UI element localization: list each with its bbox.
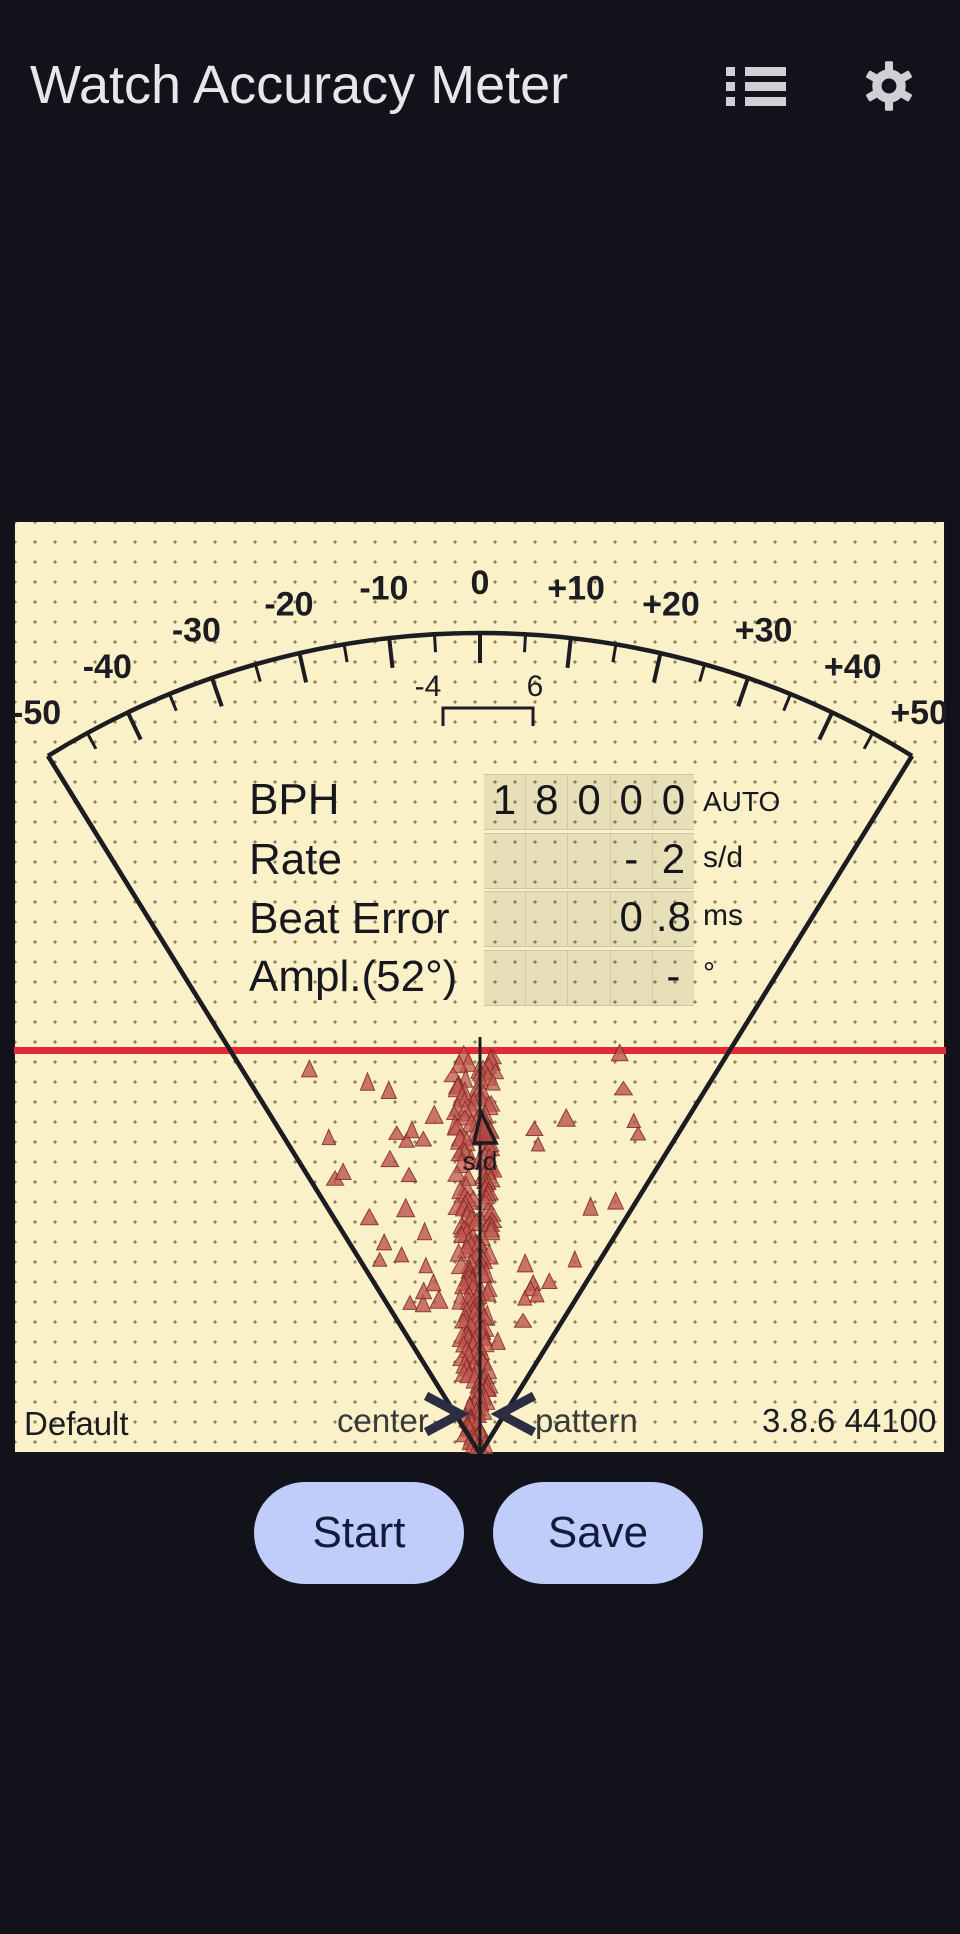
svg-text:+50: +50 [890, 694, 948, 732]
svg-text:pattern: pattern [535, 1402, 638, 1439]
svg-text:-20: -20 [264, 585, 313, 623]
svg-text:+40: +40 [824, 648, 882, 686]
svg-text:+30: +30 [735, 612, 793, 650]
svg-text:center: center [337, 1402, 429, 1439]
svg-text:3.8.6 44100: 3.8.6 44100 [762, 1402, 936, 1439]
svg-text:-4: -4 [415, 670, 442, 703]
svg-text:0: 0 [471, 564, 490, 602]
svg-text:-10: -10 [359, 569, 408, 607]
svg-text:s/d: s/d [463, 1146, 498, 1176]
svg-text:-40: -40 [83, 648, 132, 686]
svg-text:-30: -30 [172, 612, 221, 650]
svg-text:6: 6 [527, 670, 544, 703]
svg-text:+20: +20 [642, 585, 700, 623]
svg-text:+10: +10 [547, 569, 605, 607]
svg-text:Default: Default [24, 1405, 129, 1442]
svg-text:-50: -50 [12, 694, 61, 732]
